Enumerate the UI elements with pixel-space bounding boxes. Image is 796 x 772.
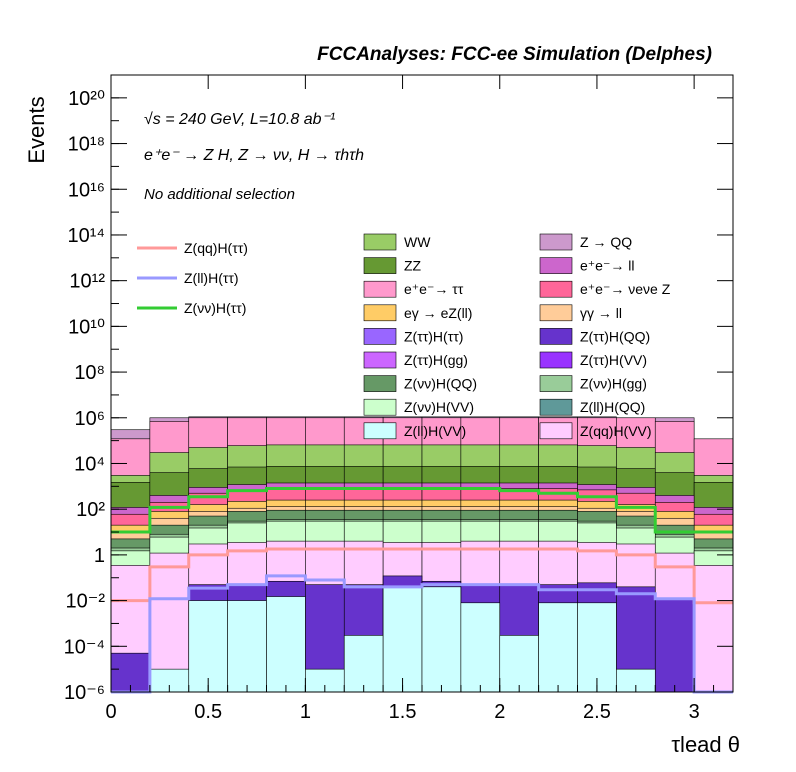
legend-swatch <box>363 304 397 322</box>
signal-line <box>111 547 733 605</box>
y-tick-label: 10² <box>76 499 105 521</box>
legend-label: e⁺e⁻→ ττ <box>404 281 464 297</box>
y-tick-label: 10⁴ <box>74 453 105 475</box>
x-tick-label: 0.5 <box>194 701 222 723</box>
stack-bar <box>149 552 190 693</box>
y-tick-label: 10²⁰ <box>68 88 105 110</box>
y-tick-label: 10⁶ <box>75 408 105 430</box>
legend-label: Z(ττ)H(ττ) <box>404 328 463 344</box>
low-bar <box>538 602 578 693</box>
y-tick-label: 10⁻⁴ <box>64 636 105 658</box>
x-tick-label: 1 <box>300 701 311 723</box>
annotation-process: e⁺e⁻ → Z H, Z → νν, H → τhτh <box>144 147 364 164</box>
legend-label: e⁺e⁻→ νeνe Z <box>580 281 671 297</box>
low-bar <box>577 602 617 693</box>
legend-swatch <box>539 257 573 274</box>
y-tick-label: 10¹⁶ <box>68 179 105 201</box>
low-bar <box>421 586 462 693</box>
legend-label: Z(qq)H(VV) <box>580 423 652 439</box>
legend-label: Z(qq)H(ττ) <box>184 240 248 256</box>
legend-label: Z(ll)H(VV) <box>404 423 466 439</box>
low-bar <box>654 598 695 693</box>
x-tick-label: 2 <box>494 701 505 723</box>
legend-label: Z(ll)H(QQ) <box>580 399 645 415</box>
low-bar <box>499 635 539 693</box>
low-bar <box>188 600 228 693</box>
signal-line <box>111 574 733 694</box>
low-bar <box>382 586 423 693</box>
y-tick-label: 1 <box>94 545 105 567</box>
x-tick-label: 3 <box>689 701 700 723</box>
legend-swatch <box>363 351 397 369</box>
legend-label: γγ → ll <box>580 305 622 321</box>
legend-swatch <box>539 375 573 392</box>
low-bar <box>266 596 306 693</box>
annotation-energy: √s = 240 GeV, L=10.8 ab⁻¹ <box>144 111 335 128</box>
low-bar <box>460 602 501 693</box>
y-tick-label: 10¹⁰ <box>68 316 105 338</box>
legend-swatch <box>363 375 397 392</box>
plot-area <box>110 416 734 694</box>
y-tick-label: 10⁻² <box>66 591 106 613</box>
legend-label: Z(ττ)H(QQ) <box>580 328 650 344</box>
legend-label: Z(νν)H(QQ) <box>404 376 477 392</box>
legend-swatch <box>539 398 573 416</box>
legend-label: eγ → eZ(ll) <box>404 305 472 321</box>
chart-title: FCCAnalyses: FCC-ee Simulation (Delphes) <box>317 44 712 65</box>
legend-label: Z(ττ)H(gg) <box>404 352 468 368</box>
x-tick-label: 2.5 <box>583 701 611 723</box>
legend-swatch <box>539 328 573 345</box>
low-layer <box>149 586 656 693</box>
legend-label: Z(ττ)H(VV) <box>580 352 647 368</box>
y-tick-label: 10¹⁸ <box>68 134 105 156</box>
legend-swatch <box>539 233 573 251</box>
y-tick-label: 10¹² <box>69 271 105 293</box>
legend-label: e⁺e⁻→ ll <box>580 258 634 274</box>
legend-swatch <box>363 328 397 345</box>
x-tick-label: 0 <box>105 701 116 723</box>
y-axis-label: Events <box>24 96 49 163</box>
x-tick-label: 1.5 <box>389 701 417 723</box>
signal-line <box>111 487 733 534</box>
legend-label: Z(νν)H(ττ) <box>184 300 246 316</box>
legend-label: Z(νν)H(VV) <box>404 399 474 415</box>
annotation-selection: No additional selection <box>144 186 295 203</box>
legend-swatch <box>363 398 397 416</box>
legend-swatch <box>539 280 573 298</box>
low-bar <box>343 635 384 693</box>
legend-swatch <box>363 257 397 274</box>
y-tick-label: 10⁻⁶ <box>64 682 105 704</box>
legend-signal: Z(qq)H(ττ) Z(ll)H(ττ) Z(νν)H(ττ) <box>137 240 248 316</box>
legend-background: WW Z → QQ ZZ e⁺e⁻→ ll e⁺e⁻→ ττ e⁺e⁻→ νeνe Z eγ… <box>363 233 671 440</box>
legend-label: Z → QQ <box>580 234 632 250</box>
legend-swatch <box>539 351 573 369</box>
y-tick-label: 10¹⁴ <box>68 225 106 247</box>
legend-swatch <box>539 304 573 322</box>
x-axis-label: τlead θ <box>671 732 740 757</box>
legend-swatch <box>539 422 573 440</box>
y-tick-label: 10⁸ <box>74 362 105 384</box>
stack-bar <box>693 565 734 693</box>
legend-swatch <box>363 280 397 298</box>
legend-label: ZZ <box>404 258 422 274</box>
legend-label: WW <box>404 234 431 250</box>
legend-swatch <box>363 233 397 251</box>
legend-swatch <box>363 422 397 440</box>
axes: 0 0.5 1 1.5 2 2.5 3 10⁻⁶ 10⁻⁴ 10⁻² 1 10² 10⁴ 10⁶ 10⁸ 10… <box>64 74 733 723</box>
low-bar <box>227 600 267 693</box>
legend-label: Z(ll)H(ττ) <box>184 270 239 286</box>
legend-label: Z(νν)H(gg) <box>580 376 647 392</box>
